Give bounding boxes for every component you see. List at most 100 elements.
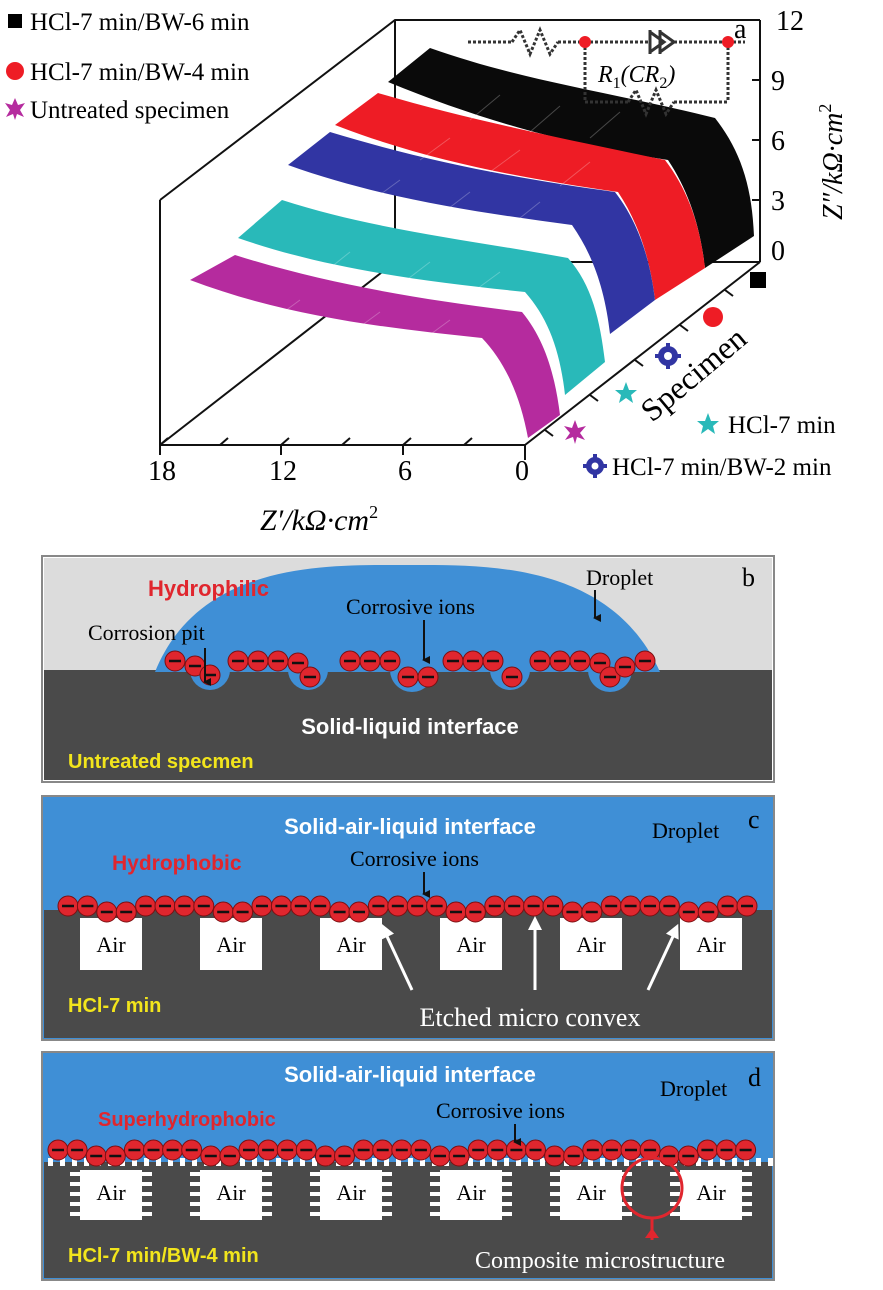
ion-icon xyxy=(397,666,419,688)
interface-label: Solid-air-liquid interface xyxy=(284,1062,536,1087)
gear-icon xyxy=(583,454,607,478)
ion-icon xyxy=(247,650,269,672)
ion-icon xyxy=(391,1139,413,1161)
ion-icon xyxy=(582,1139,604,1161)
ion-icon xyxy=(66,1139,88,1161)
ion-icon xyxy=(270,895,292,917)
pillar xyxy=(768,1158,773,1166)
convex-arrows xyxy=(384,928,676,991)
ions-label: Corrosive ions xyxy=(350,846,479,871)
ion-icon xyxy=(334,1145,355,1167)
pillar xyxy=(504,1158,509,1166)
pillar xyxy=(190,1172,272,1176)
ion-icon xyxy=(639,895,661,917)
pillar xyxy=(670,1202,752,1206)
ion-icon xyxy=(251,895,273,917)
legend-label: Untreated specimen xyxy=(30,97,230,124)
pillar xyxy=(240,1158,245,1166)
air-label: Air xyxy=(576,932,606,957)
wetting-label: Hydrophobic xyxy=(112,852,242,875)
y-axis-title: Z″/kΩ·cm2 xyxy=(815,104,849,220)
ion-icon xyxy=(639,1139,661,1161)
ion-icon xyxy=(359,650,381,672)
ion-icon xyxy=(276,1139,298,1161)
ion-icon xyxy=(448,1145,470,1167)
air-label: Air xyxy=(696,932,726,957)
ion-icon xyxy=(219,1145,241,1167)
pillar xyxy=(744,1158,749,1166)
pillar xyxy=(430,1212,512,1216)
specimen-label: Untreated specmen xyxy=(68,751,254,773)
ion-icon xyxy=(232,901,254,923)
ion-icon xyxy=(529,650,551,672)
ion-icon xyxy=(173,895,195,917)
air-pockets: Air Air Air Air Air Air xyxy=(80,918,742,970)
specimen-label: HCl-7 min xyxy=(68,995,161,1017)
pillar xyxy=(430,1202,512,1206)
ion-icon xyxy=(501,666,523,688)
pillar xyxy=(550,1202,632,1206)
pillar xyxy=(550,1172,632,1176)
pillar xyxy=(84,1158,89,1166)
floor-ticks xyxy=(159,437,473,446)
pillar xyxy=(310,1192,392,1196)
square-icon xyxy=(750,272,766,288)
pillar xyxy=(670,1182,752,1186)
node-dot xyxy=(579,36,591,48)
air-pocket xyxy=(560,918,622,970)
ion-icon xyxy=(410,1139,432,1161)
ion-icon xyxy=(467,1139,489,1161)
ribbon-cyan xyxy=(238,200,605,395)
ion-icon xyxy=(57,895,79,917)
square-icon xyxy=(8,14,22,28)
pillar xyxy=(276,1158,281,1166)
ion-icon xyxy=(267,650,289,672)
ion-icon xyxy=(287,652,309,674)
ion-icon xyxy=(339,650,361,672)
ion-icon xyxy=(406,895,428,917)
pillar xyxy=(72,1158,77,1166)
ion-icon xyxy=(482,650,504,672)
ion-icon xyxy=(563,1145,585,1167)
ion-icon xyxy=(503,895,525,917)
ribbon-black xyxy=(388,48,754,268)
pillar xyxy=(624,1158,629,1166)
ion-icon xyxy=(525,1139,546,1161)
air-pockets: Air Air Air Air Air Air xyxy=(48,1158,773,1220)
air-label: Air xyxy=(456,932,486,957)
ion-icon xyxy=(164,650,186,672)
star-icon xyxy=(564,420,586,444)
ion-icon xyxy=(257,1139,279,1161)
ion-icon xyxy=(76,895,98,917)
ions-label: Corrosive ions xyxy=(346,594,475,619)
pillar xyxy=(48,1158,53,1166)
pillar xyxy=(300,1158,305,1166)
ion-icon xyxy=(484,895,506,917)
ion-icon xyxy=(238,1139,260,1161)
legend-side: HCl-7 min HCl-7 min/BW-2 min xyxy=(583,412,836,481)
gear-icon xyxy=(655,343,681,369)
ion-icon xyxy=(697,901,719,923)
pillar xyxy=(528,1158,533,1166)
interface-label: Solid-air-liquid interface xyxy=(284,814,536,839)
air-label: Air xyxy=(456,1180,486,1205)
legend-label: HCl-7 min xyxy=(728,412,836,439)
ion-icon xyxy=(193,895,215,917)
star-icon xyxy=(5,98,25,120)
ion-icon xyxy=(581,901,603,923)
ion-icon xyxy=(154,895,176,917)
pillar xyxy=(756,1158,761,1166)
pillar xyxy=(310,1202,392,1206)
pillar xyxy=(430,1192,512,1196)
ion-icon xyxy=(123,1139,145,1161)
pillar xyxy=(396,1158,401,1166)
x-tick-label: 0 xyxy=(515,456,529,487)
pillar xyxy=(70,1172,152,1176)
pillar xyxy=(670,1192,752,1196)
pillar xyxy=(132,1158,137,1166)
ion-icon xyxy=(379,650,401,672)
ion-icon xyxy=(367,895,389,917)
pit-label: Corrosion pit xyxy=(88,620,205,645)
pillar xyxy=(600,1158,605,1166)
y-tick-label: 6 xyxy=(771,126,785,157)
